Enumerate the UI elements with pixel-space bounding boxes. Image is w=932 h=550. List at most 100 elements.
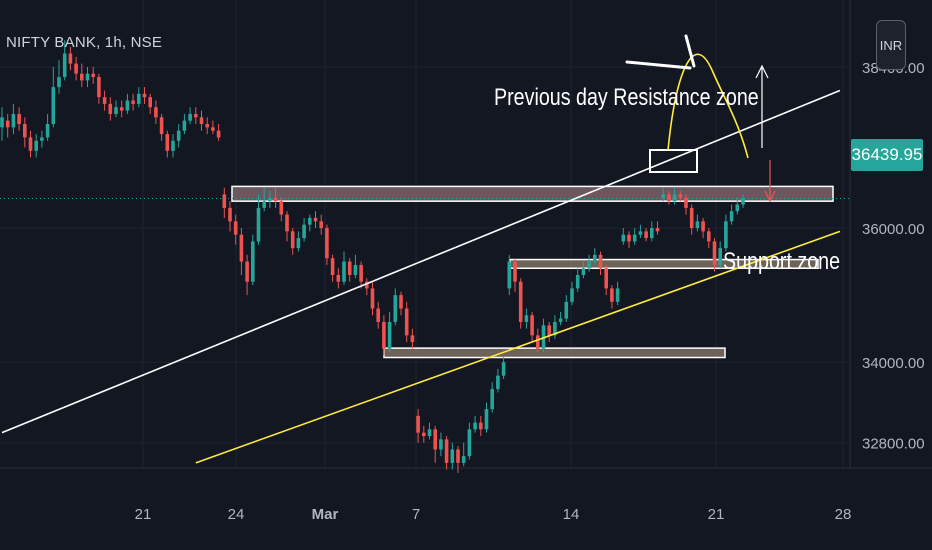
candle [661, 187, 665, 202]
candle-body [97, 77, 101, 98]
candle-body [159, 117, 164, 135]
candle [245, 254, 249, 296]
candle [530, 311, 534, 343]
candle-body [17, 113, 21, 125]
x-tick-label: 21 [135, 506, 152, 523]
candle [279, 197, 284, 222]
candle-body [701, 221, 705, 232]
candle [729, 204, 734, 225]
candle [701, 217, 705, 239]
candle-body [308, 217, 312, 225]
candle [461, 442, 466, 467]
candle [479, 415, 483, 437]
candle [325, 224, 329, 265]
candle-body [444, 439, 449, 463]
candle [672, 187, 677, 205]
candle-body [593, 254, 597, 262]
down-arrow [764, 160, 776, 203]
candle [199, 110, 204, 131]
candle-body [433, 429, 437, 450]
currency-button[interactable]: INR [876, 20, 906, 70]
candle [68, 46, 73, 71]
candle-body [387, 321, 392, 349]
candle-body [205, 124, 209, 128]
candle [353, 254, 358, 279]
candle [5, 113, 10, 138]
projection-arc [667, 53, 749, 159]
candle [433, 425, 437, 463]
candle-body [416, 415, 420, 433]
candle [376, 301, 380, 329]
candle-body [80, 73, 84, 81]
candle [450, 442, 455, 470]
candle-body [137, 93, 141, 104]
resistance-zone [231, 185, 834, 202]
candle-body [45, 124, 50, 138]
candle-body [382, 321, 386, 349]
candle [570, 281, 574, 306]
candle [154, 100, 158, 125]
candle-body [513, 261, 517, 282]
candle-body [741, 198, 745, 205]
candle [222, 187, 227, 218]
candle-body [621, 234, 626, 242]
candle-body [171, 140, 175, 151]
candle-body [279, 201, 284, 215]
candle [330, 254, 335, 282]
candle [108, 97, 113, 121]
candle-body [404, 308, 409, 336]
candle [296, 231, 301, 252]
candle [74, 56, 78, 81]
candle [695, 214, 700, 232]
candle [490, 382, 494, 413]
candle [507, 254, 512, 296]
candle-body [148, 97, 152, 108]
candle-body [273, 197, 278, 202]
candle-body [661, 194, 665, 198]
candle-body [724, 221, 728, 249]
candle-body [330, 258, 335, 275]
candle [319, 214, 323, 235]
candle-body [91, 73, 95, 78]
candle-body [644, 231, 648, 239]
candle [387, 311, 392, 353]
candle [28, 130, 33, 158]
candle-body [524, 315, 529, 322]
candle-body [262, 201, 266, 208]
up-arrow [755, 64, 769, 148]
candle [91, 66, 95, 84]
candle [182, 113, 187, 135]
candle-body [188, 113, 192, 121]
candle [119, 100, 124, 118]
support-zone [383, 347, 726, 359]
candle [0, 107, 4, 141]
candle [148, 93, 152, 114]
candle-body [194, 113, 198, 118]
candle-body [650, 228, 654, 239]
candle-body [176, 130, 181, 141]
support-annotation: Support zone [723, 248, 841, 275]
candle-body [114, 107, 118, 114]
candle [735, 197, 740, 215]
candle-body [268, 197, 272, 202]
candle [11, 103, 16, 135]
candle-body [518, 281, 523, 322]
candle-body [684, 197, 688, 208]
candle-body [558, 318, 563, 322]
candle-body [336, 274, 341, 282]
candle [211, 120, 215, 135]
candle-body [222, 194, 227, 208]
candle-body [695, 221, 700, 229]
candle-body [507, 261, 512, 289]
candle-body [365, 281, 369, 289]
candle [85, 66, 90, 88]
candle [382, 315, 386, 356]
candle [336, 268, 341, 289]
candle [40, 130, 44, 148]
candle [684, 194, 688, 215]
candle-body [547, 325, 551, 336]
candle-body [399, 295, 403, 309]
candle-body [34, 140, 38, 151]
x-tick-label: 14 [563, 506, 580, 523]
